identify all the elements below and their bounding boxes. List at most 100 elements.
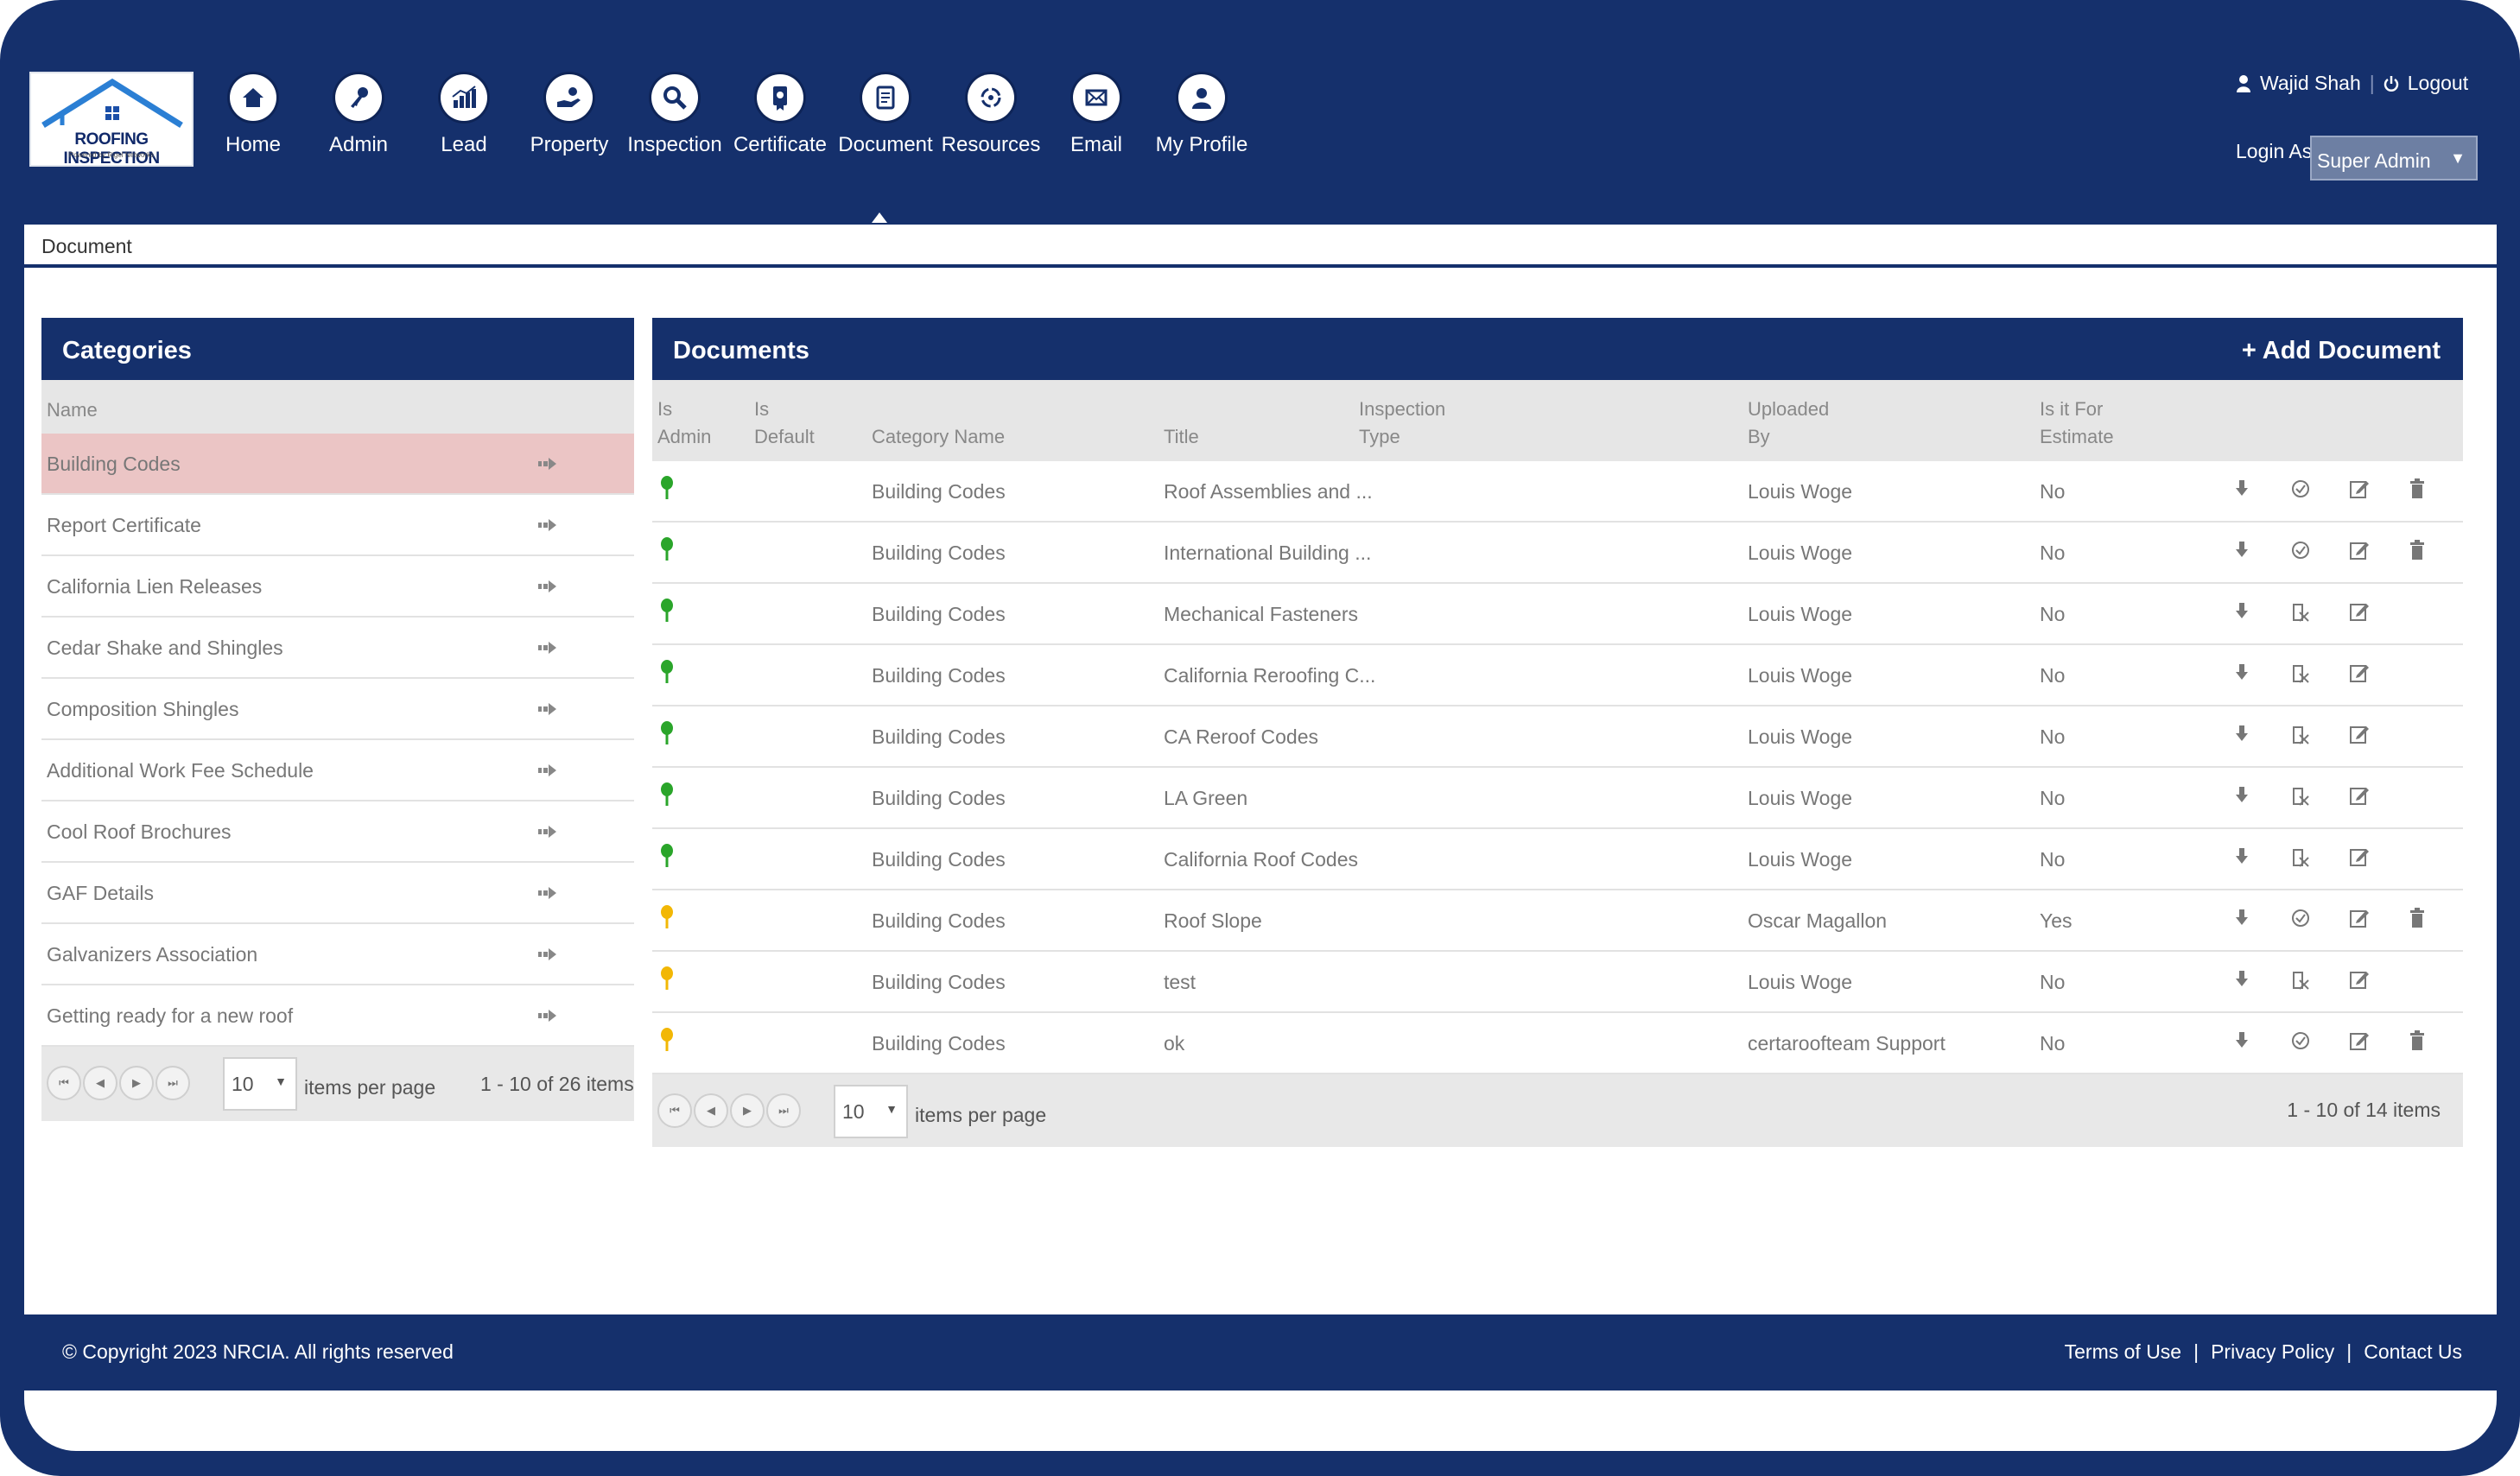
nav-inspection[interactable]: Inspection <box>622 73 727 176</box>
check-circle-icon[interactable] <box>2290 478 2311 504</box>
category-row[interactable]: California Lien Releases <box>41 556 634 618</box>
delete-icon[interactable] <box>2409 540 2425 566</box>
last-page-button[interactable]: ⏭ <box>766 1093 801 1128</box>
edit-icon[interactable] <box>2349 662 2370 688</box>
cancel-document-icon[interactable] <box>2290 601 2311 629</box>
delete-icon[interactable] <box>2409 1030 2425 1056</box>
terms-link[interactable]: Terms of Use <box>2064 1340 2182 1363</box>
col-uploaded-by[interactable]: Uploaded By <box>1748 398 1830 447</box>
arrow-right-icon[interactable] <box>538 698 557 721</box>
nav-email[interactable]: Email <box>1044 73 1149 176</box>
download-icon[interactable] <box>2235 908 2249 932</box>
categories-column-name[interactable]: Name <box>41 380 634 434</box>
download-icon[interactable] <box>2235 785 2249 809</box>
category-row[interactable]: Additional Work Fee Schedule <box>41 740 634 801</box>
edit-icon[interactable] <box>2349 908 2370 934</box>
page-size-select[interactable]: 10 ▼ <box>223 1057 297 1111</box>
cell-title[interactable]: LA Green <box>1164 787 1248 809</box>
download-icon[interactable] <box>2235 846 2249 871</box>
first-page-button[interactable]: ⏮ <box>47 1066 81 1100</box>
cancel-document-icon[interactable] <box>2290 846 2311 874</box>
check-circle-icon[interactable] <box>2290 908 2311 934</box>
col-inspection-type[interactable]: Inspection Type <box>1359 398 1446 447</box>
col-is-default[interactable]: Is Default <box>754 398 815 447</box>
nav-admin[interactable]: Admin <box>306 73 411 176</box>
cell-title[interactable]: Roof Assemblies and ... <box>1164 480 1373 503</box>
nav-my-profile[interactable]: My Profile <box>1149 73 1254 176</box>
nav-lead[interactable]: Lead <box>411 73 517 176</box>
check-circle-icon[interactable] <box>2290 1030 2311 1056</box>
cell-title[interactable]: Mechanical Fasteners <box>1164 603 1358 625</box>
category-row[interactable]: Cedar Shake and Shingles <box>41 618 634 679</box>
cell-title[interactable]: test <box>1164 971 1197 993</box>
privacy-link[interactable]: Privacy Policy <box>2211 1340 2335 1363</box>
edit-icon[interactable] <box>2349 724 2370 750</box>
category-row[interactable]: Building Codes <box>41 434 634 495</box>
arrow-right-icon[interactable] <box>538 514 557 537</box>
category-row[interactable]: GAF Details <box>41 863 634 924</box>
cancel-document-icon[interactable] <box>2290 662 2311 690</box>
arrow-right-icon[interactable] <box>538 759 557 782</box>
edit-icon[interactable] <box>2349 601 2370 627</box>
download-icon[interactable] <box>2235 662 2249 687</box>
download-icon[interactable] <box>2235 601 2249 625</box>
cell-title[interactable]: CA Reroof Codes <box>1164 725 1318 748</box>
arrow-right-icon[interactable] <box>538 637 557 660</box>
nav-document[interactable]: Document <box>833 73 938 176</box>
check-circle-icon[interactable] <box>2290 540 2311 566</box>
category-row[interactable]: Composition Shingles <box>41 679 634 740</box>
col-is-admin[interactable]: Is Admin <box>657 398 712 447</box>
cancel-document-icon[interactable] <box>2290 785 2311 813</box>
arrow-right-icon[interactable] <box>538 943 557 966</box>
edit-icon[interactable] <box>2349 1030 2370 1056</box>
category-row[interactable]: Report Certificate <box>41 495 634 556</box>
arrow-right-icon[interactable] <box>538 1004 557 1028</box>
nav-home[interactable]: Home <box>200 73 306 176</box>
first-page-button[interactable]: ⏮ <box>657 1093 692 1128</box>
login-as-select[interactable]: Super Admin ▼ <box>2310 136 2478 181</box>
cell-title[interactable]: California Reroofing C... <box>1164 664 1376 687</box>
next-page-button[interactable]: ▶ <box>730 1093 765 1128</box>
download-icon[interactable] <box>2235 1030 2249 1055</box>
user-name[interactable]: Wajid Shah <box>2260 72 2361 94</box>
cancel-document-icon[interactable] <box>2290 969 2311 997</box>
download-icon[interactable] <box>2235 478 2249 503</box>
prev-page-button[interactable]: ◀ <box>694 1093 728 1128</box>
category-row[interactable]: Getting ready for a new roof <box>41 985 634 1047</box>
next-page-button[interactable]: ▶ <box>119 1066 154 1100</box>
arrow-right-icon[interactable] <box>538 820 557 844</box>
edit-icon[interactable] <box>2349 785 2370 811</box>
cancel-document-icon[interactable] <box>2290 724 2311 751</box>
prev-page-button[interactable]: ◀ <box>83 1066 117 1100</box>
cell-title[interactable]: Roof Slope <box>1164 909 1262 932</box>
cell-title[interactable]: California Roof Codes <box>1164 848 1359 871</box>
contact-link[interactable]: Contact Us <box>2364 1340 2462 1363</box>
power-icon[interactable] <box>2384 75 2399 92</box>
edit-icon[interactable] <box>2349 846 2370 872</box>
add-document-button[interactable]: + Add Document <box>2241 337 2441 364</box>
col-title[interactable]: Title <box>1164 426 1199 447</box>
download-icon[interactable] <box>2235 969 2249 993</box>
category-row[interactable]: Cool Roof Brochures <box>41 801 634 863</box>
logout-link[interactable]: Logout <box>2407 72 2469 94</box>
col-category-name[interactable]: Category Name <box>872 426 1006 447</box>
delete-icon[interactable] <box>2409 478 2425 504</box>
arrow-right-icon[interactable] <box>538 575 557 599</box>
cell-title[interactable]: International Building ... <box>1164 542 1372 564</box>
arrow-right-icon[interactable] <box>538 882 557 905</box>
cell-title[interactable]: ok <box>1164 1032 1185 1055</box>
edit-icon[interactable] <box>2349 969 2370 995</box>
last-page-button[interactable]: ⏭ <box>156 1066 190 1100</box>
download-icon[interactable] <box>2235 540 2249 564</box>
download-icon[interactable] <box>2235 724 2249 748</box>
edit-icon[interactable] <box>2349 478 2370 504</box>
nav-property[interactable]: Property <box>517 73 622 176</box>
edit-icon[interactable] <box>2349 540 2370 566</box>
nav-resources[interactable]: Resources <box>938 73 1044 176</box>
delete-icon[interactable] <box>2409 908 2425 934</box>
arrow-right-icon[interactable] <box>538 453 557 476</box>
category-row[interactable]: Galvanizers Association <box>41 924 634 985</box>
col-estimate[interactable]: Is it For Estimate <box>2040 398 2114 447</box>
nav-certificate[interactable]: Certificate <box>727 73 833 176</box>
logo[interactable]: ROOFING INSPECTION Powered by Rigel Netw… <box>29 72 194 168</box>
